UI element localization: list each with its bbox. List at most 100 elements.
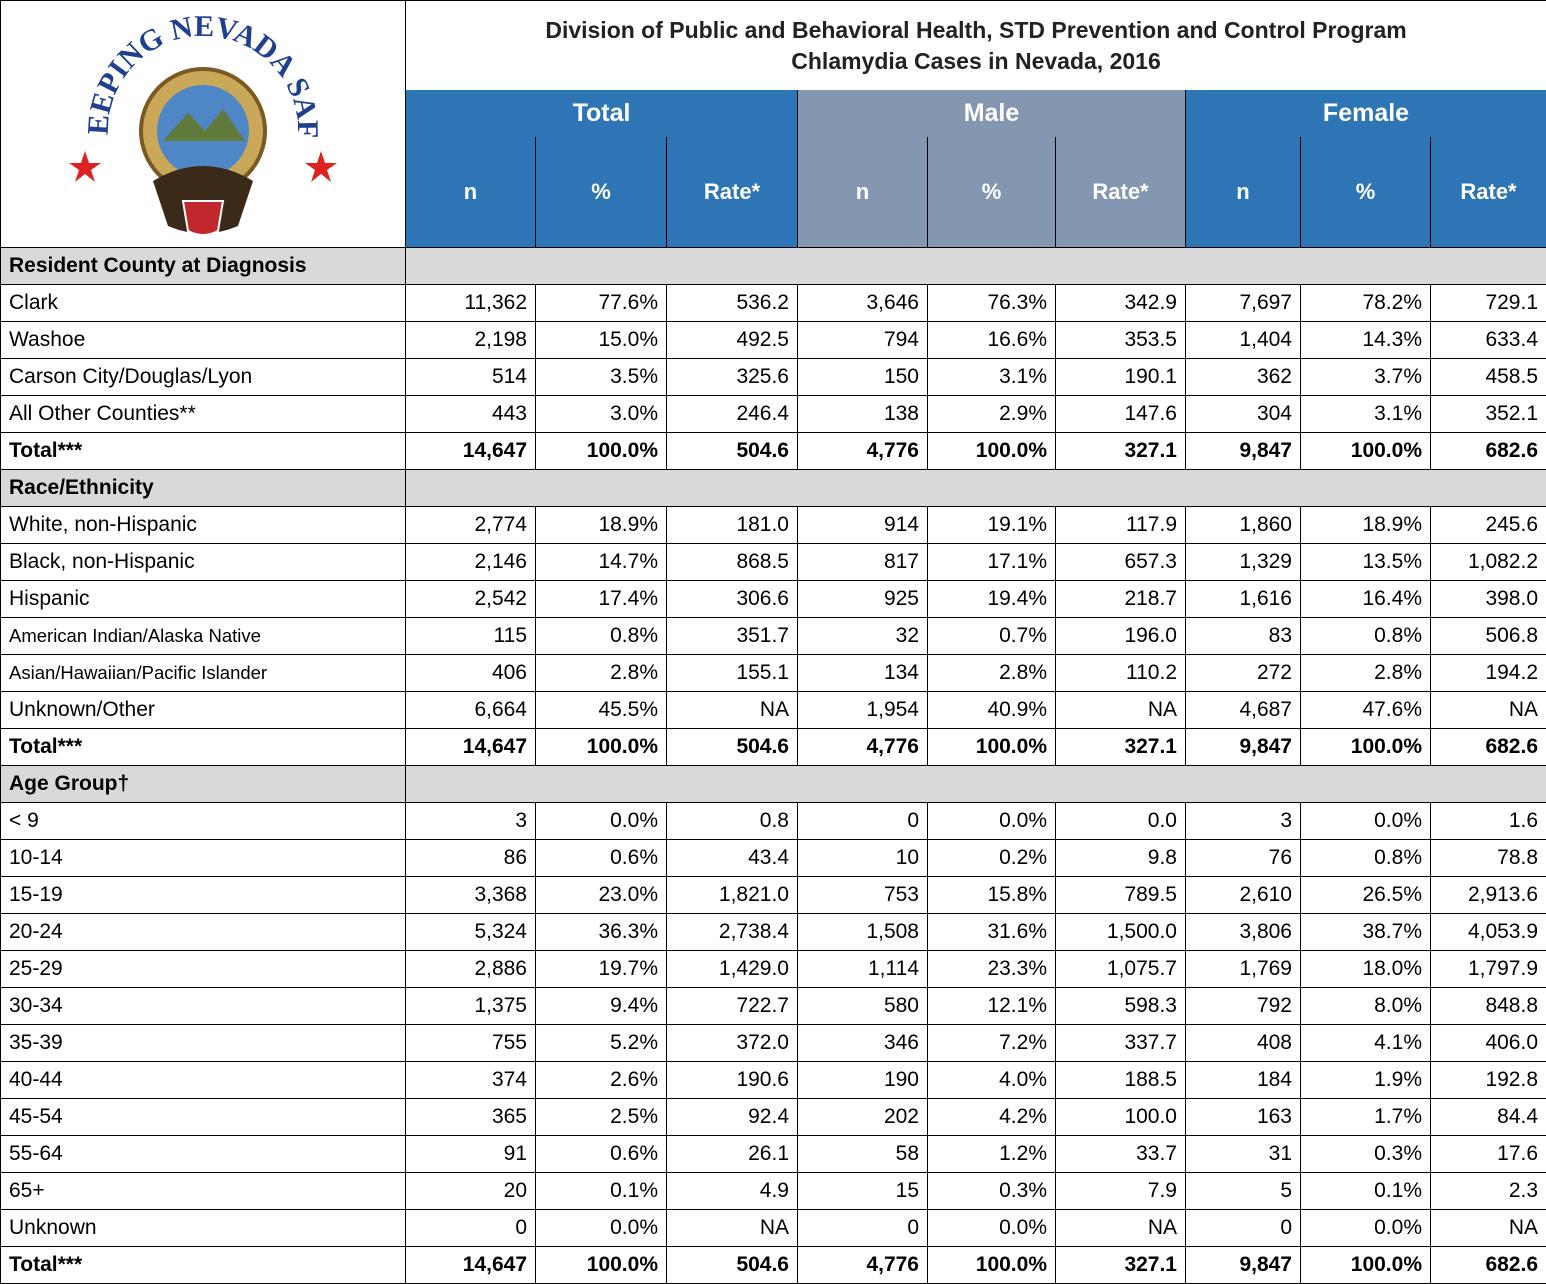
cell: 351.7	[667, 618, 798, 655]
cell: 372.0	[667, 1025, 798, 1062]
cell: 925	[798, 581, 928, 618]
cell: 794	[798, 322, 928, 359]
row-label: 65+	[1, 1173, 406, 1210]
cell: 1,075.7	[1056, 951, 1186, 988]
cell: 0	[798, 803, 928, 840]
cell: 682.6	[1431, 729, 1546, 766]
cell: 272	[1186, 655, 1301, 692]
cell: 0.7%	[928, 618, 1056, 655]
section-title: Age Group†	[1, 766, 406, 803]
cell: 306.6	[667, 581, 798, 618]
cell: 0.0%	[536, 803, 667, 840]
cell: 194.2	[1431, 655, 1546, 692]
cell: 9,847	[1186, 1247, 1301, 1284]
cell: 45.5%	[536, 692, 667, 729]
cell: 3,646	[798, 285, 928, 322]
cell: 2,913.6	[1431, 877, 1546, 914]
cell: 352.1	[1431, 396, 1546, 433]
cell: 536.2	[667, 285, 798, 322]
cell: 23.0%	[536, 877, 667, 914]
cell: 408	[1186, 1025, 1301, 1062]
cell: NA	[667, 1210, 798, 1247]
cell: 0.8	[667, 803, 798, 840]
section-title: Race/Ethnicity	[1, 470, 406, 507]
cell: 1.7%	[1301, 1099, 1431, 1136]
cell: 5,324	[406, 914, 536, 951]
row-label: 15-19	[1, 877, 406, 914]
cell: 365	[406, 1099, 536, 1136]
row-label: < 9	[1, 803, 406, 840]
cell: 598.3	[1056, 988, 1186, 1025]
column-header: n	[798, 137, 928, 248]
row-label: Washoe	[1, 322, 406, 359]
row-label: 25-29	[1, 951, 406, 988]
cell: 9.4%	[536, 988, 667, 1025]
cell: 14.3%	[1301, 322, 1431, 359]
cell: 342.9	[1056, 285, 1186, 322]
cell: 2,542	[406, 581, 536, 618]
cell: 192.8	[1431, 1062, 1546, 1099]
cell: 33.7	[1056, 1136, 1186, 1173]
cell: 100.0%	[928, 433, 1056, 470]
row-label: 35-39	[1, 1025, 406, 1062]
cell: 13.5%	[1301, 544, 1431, 581]
cell: 2,610	[1186, 877, 1301, 914]
row-label: 55-64	[1, 1136, 406, 1173]
cell: 184	[1186, 1062, 1301, 1099]
star	[305, 151, 337, 182]
cell: 492.5	[667, 322, 798, 359]
cell: 100.0%	[536, 1247, 667, 1284]
cell: 4,687	[1186, 692, 1301, 729]
cell: 304	[1186, 396, 1301, 433]
row-label: Unknown/Other	[1, 692, 406, 729]
cell: 0.3%	[1301, 1136, 1431, 1173]
column-header: %	[928, 137, 1056, 248]
row-label: Total***	[1, 433, 406, 470]
cell: 0.0%	[1301, 803, 1431, 840]
column-header: %	[1301, 137, 1431, 248]
row-label: Hispanic	[1, 581, 406, 618]
cell: 9,847	[1186, 729, 1301, 766]
cell: 2.8%	[928, 655, 1056, 692]
column-header: n	[406, 137, 536, 248]
cell: 31	[1186, 1136, 1301, 1173]
cell: 3	[1186, 803, 1301, 840]
cell: 3.1%	[928, 359, 1056, 396]
cell: 327.1	[1056, 1247, 1186, 1284]
cell: 190.6	[667, 1062, 798, 1099]
cell: NA	[667, 692, 798, 729]
cell: 2.8%	[536, 655, 667, 692]
cell: 817	[798, 544, 928, 581]
cell: 5.2%	[536, 1025, 667, 1062]
cell: 110.2	[1056, 655, 1186, 692]
cell: 1.9%	[1301, 1062, 1431, 1099]
cell: 3.1%	[1301, 396, 1431, 433]
cell: 4,053.9	[1431, 914, 1546, 951]
cell: 398.0	[1431, 581, 1546, 618]
section-row: Age Group†	[1, 766, 1546, 803]
title-line: Chlamydia Cases in Nevada, 2016	[414, 46, 1538, 77]
cell: 19.7%	[536, 951, 667, 988]
cell: 362	[1186, 359, 1301, 396]
cell: 1,821.0	[667, 877, 798, 914]
cell: 190.1	[1056, 359, 1186, 396]
cell: 100.0%	[928, 1247, 1056, 1284]
cell: 16.6%	[928, 322, 1056, 359]
cell: 1,082.2	[1431, 544, 1546, 581]
cell: 181.0	[667, 507, 798, 544]
cell: 1,404	[1186, 322, 1301, 359]
row-label: 45-54	[1, 1099, 406, 1136]
cell: 2,774	[406, 507, 536, 544]
row-label: White, non-Hispanic	[1, 507, 406, 544]
cell: 1,375	[406, 988, 536, 1025]
title-line: Division of Public and Behavioral Health…	[414, 15, 1538, 46]
